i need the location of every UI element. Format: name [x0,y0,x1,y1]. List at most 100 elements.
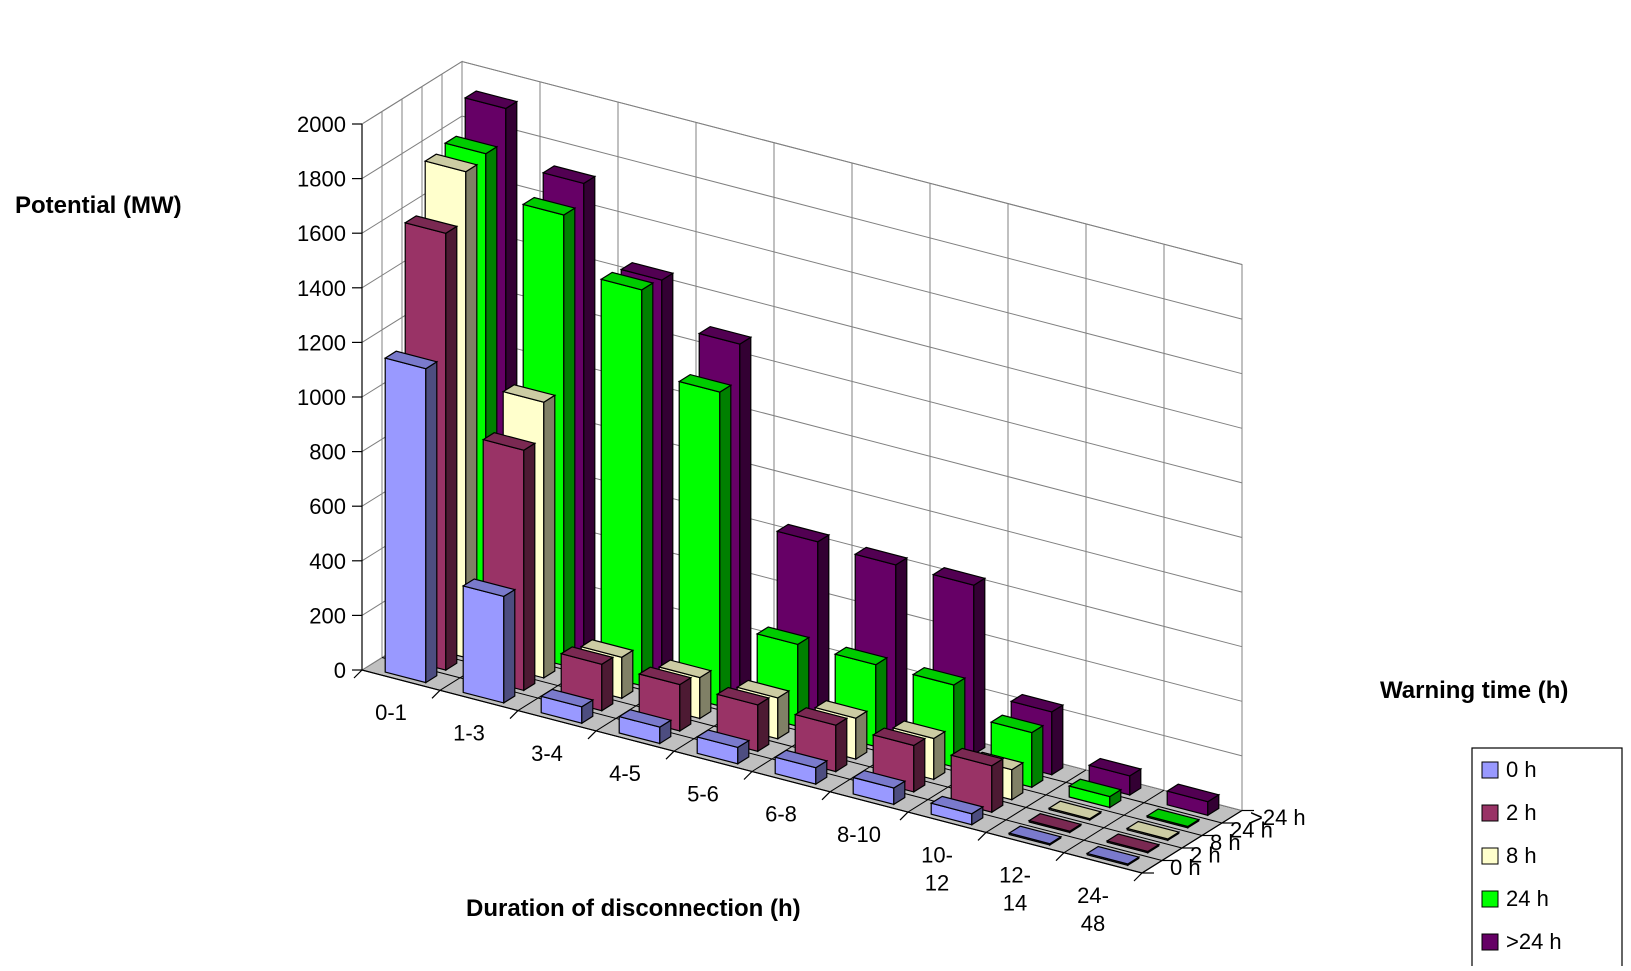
x-tick-label: 10-12 [921,842,953,895]
bar-top [461,578,517,598]
z-tick-label: 8 h [1210,830,1241,855]
bar-side [817,533,830,715]
x-tick [899,811,909,821]
bar-top [695,729,751,749]
bar-top [871,727,927,747]
bar-top [1047,800,1103,820]
bar-side [855,710,868,761]
bar-top [617,709,673,728]
bar-top [463,90,519,110]
bar-top [929,795,985,815]
bar-24hh-3 [677,373,733,708]
z-axis-title: Warning time (h) [1380,677,1568,704]
bar-top [1009,693,1065,713]
x-tick-label: 12-14 [999,863,1031,916]
bar-top [501,384,557,403]
x-tick [1133,872,1143,882]
bar-side [699,669,712,720]
bar-top [949,747,1005,767]
z-tick-label: 24 h [1230,817,1273,842]
y-tick-label: 400 [309,549,346,574]
bar-24hh-2 [599,271,655,687]
bar-top [657,659,713,679]
legend-swatch [1481,761,1499,779]
bar-top [1067,778,1123,798]
bar-0hh-5 [773,749,829,786]
x-tick [509,710,519,720]
bar-top [931,567,987,586]
bar-side [1031,724,1044,789]
y-tick-label: 2000 [297,112,346,137]
bar-top [403,215,459,234]
bar-side [757,696,770,753]
x-tick-label: 24-48 [1077,883,1109,936]
legend-label: 8 h [1506,843,1537,868]
bar-side [913,737,926,793]
bar-side [933,730,946,781]
bar-top [1125,820,1181,840]
bar-side [543,394,556,679]
bar-top [989,714,1045,734]
bar-0hh-4 [695,729,751,765]
legend: 0 h 2 h 8 h 24 h >24 h [1471,747,1623,971]
bar-top [853,546,909,566]
x-tick-label: 3-4 [531,741,563,766]
floor-x-gridline [985,769,1087,833]
x-tick [665,750,675,760]
bar-top [1165,783,1221,803]
bar-8hh-9 [1125,820,1181,842]
bar-top [851,769,907,789]
bar-2hh-9 [1105,833,1161,854]
x-tick [353,669,363,679]
bar-top [813,700,869,719]
floor-x-gridline [1063,789,1165,854]
x-tick-label: 0-1 [375,700,407,725]
bar-top [1085,845,1141,865]
z-tick-label: 2 h [1190,842,1221,867]
bar-24hh-9 [1145,808,1201,829]
x-tick [587,730,597,740]
bar-top [891,720,947,740]
x-tick [821,791,831,801]
legend-label: 0 h [1506,757,1537,782]
bar-0hh-0 [383,350,439,684]
bar-top [541,165,597,185]
bar-side [777,689,790,740]
legend-label: >24 h [1506,929,1562,954]
bar-side [445,225,458,672]
legend-label: 24 h [1506,886,1549,911]
legend-label: 2 h [1506,800,1537,825]
x-tick-label: 6-8 [765,802,797,827]
bar-top [1145,808,1201,828]
y-tick-label: 0 [334,658,346,683]
x-tick-label: 8-10 [837,822,881,847]
bar-side [601,656,614,712]
bar-top [637,666,693,686]
y-tick-label: 600 [309,494,346,519]
bar-0hh-2 [539,688,595,725]
bar-side [739,336,752,695]
x-axis-title: Duration of disconnection (h) [466,895,801,922]
bar-24hh-8 [1067,778,1123,809]
bar-top [775,523,831,543]
bar-side [679,676,692,733]
bar-side [835,717,848,773]
bar-top [619,262,675,281]
bar-2hh-8 [1027,813,1083,834]
bar-24hh-9 [1165,783,1221,817]
bar-front [678,380,721,707]
bar-top [423,153,479,173]
bar-front [600,278,643,687]
bar-top [833,646,889,666]
x-tick [743,771,753,780]
bar-side [621,649,634,700]
bar-front [462,585,505,704]
y-tick-label: 1000 [297,385,346,410]
y-axis-title: Potential (MW) [15,192,182,219]
y-tick-label: 1800 [297,167,346,192]
bar-top [715,686,771,706]
bar-top [559,646,615,665]
bar-top [443,135,499,155]
bar-top [697,325,753,345]
bar-top [579,639,635,658]
